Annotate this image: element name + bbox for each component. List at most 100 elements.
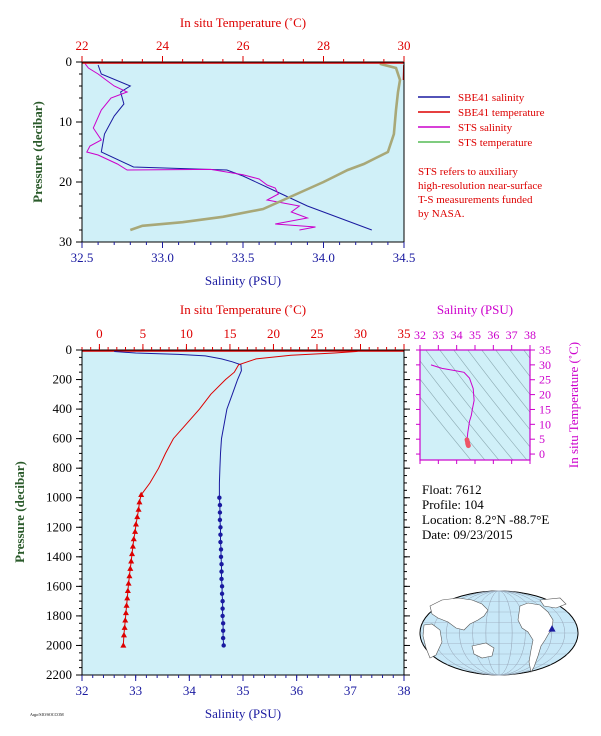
main-salinity-axis-label: Salinity (PSU) bbox=[205, 706, 281, 721]
top-temperature-tick-label: 28 bbox=[317, 38, 330, 53]
main-salinity-marker bbox=[219, 576, 224, 582]
top-pressure-tick-label: 10 bbox=[59, 114, 72, 129]
main-pressure-tick-label: 1600 bbox=[46, 578, 72, 593]
ts-profile-line bbox=[430, 364, 475, 438]
top-panel: 32.5 33.0 33.5 34.0 34.5 22 24 26 28 30 0 10 20 30 In… bbox=[30, 15, 415, 288]
ts-temperature-tick-label: 20 bbox=[539, 388, 551, 402]
main-temperature-marker bbox=[132, 521, 139, 527]
main-salinity-tick-label: 35 bbox=[237, 683, 250, 698]
main-salinity-marker bbox=[218, 532, 223, 537]
main-salinity-marker bbox=[217, 495, 222, 500]
float-location: Location: 8.2°N -88.7°E bbox=[422, 512, 549, 527]
main-plot-area bbox=[82, 350, 404, 675]
top-pressure-tick-label: 0 bbox=[66, 54, 73, 69]
main-temperature-axis-label: In situ Temperature (˚C) bbox=[180, 302, 306, 317]
main-salinity-marker bbox=[218, 554, 224, 560]
main-temperature-tick-label: 15 bbox=[223, 326, 236, 341]
ts-salinity-tick-label: 38 bbox=[524, 328, 536, 342]
main-salinity-marker bbox=[220, 613, 225, 619]
main-temperature-marker bbox=[138, 491, 145, 497]
ts-temperature-tick-label: 10 bbox=[539, 417, 551, 431]
main-temperature-tick-label: 25 bbox=[310, 326, 323, 341]
main-temperature-tick-label: 35 bbox=[398, 326, 411, 341]
main-pressure-tick-label: 600 bbox=[53, 431, 73, 446]
top-salinity-tick-label: 34.5 bbox=[393, 250, 416, 265]
main-salinity-marker bbox=[220, 598, 225, 604]
ts-temperature-tick-label: 0 bbox=[539, 447, 545, 461]
map-africa bbox=[422, 623, 443, 659]
ts-density-contour bbox=[467, 350, 530, 431]
main-temperature-marker bbox=[124, 587, 131, 593]
ts-density-contour bbox=[420, 396, 472, 460]
main-pressure-tick-label: 0 bbox=[66, 342, 73, 357]
main-pressure-tick-label: 200 bbox=[53, 372, 73, 387]
main-pressure-tick-label: 1800 bbox=[46, 608, 72, 623]
float-id: Float: 7612 bbox=[422, 482, 482, 497]
top-pressure-tick-label: 20 bbox=[59, 174, 72, 189]
main-salinity-marker bbox=[218, 547, 224, 552]
top-salinity-axis-label: Salinity (PSU) bbox=[205, 273, 281, 288]
main-temperature-marker bbox=[132, 528, 139, 534]
main-temperature-marker bbox=[122, 617, 129, 623]
sts-note-line-4: by NASA. bbox=[418, 208, 465, 220]
main-salinity-marker bbox=[217, 502, 223, 508]
ts-density-contour bbox=[523, 350, 530, 359]
main-temperature-marker bbox=[127, 565, 134, 571]
top-salinity-tick-label: 34.0 bbox=[312, 250, 335, 265]
legend-label-sts-salinity: STS salinity bbox=[458, 122, 513, 134]
main-salinity-marker bbox=[218, 539, 223, 545]
top-salinity-tick-label: 33.5 bbox=[232, 250, 255, 265]
main-salinity-marker bbox=[221, 643, 226, 648]
ts-salinity-tick-label: 36 bbox=[487, 328, 499, 342]
sts-note-line-1: STS refers to auxiliary bbox=[418, 166, 518, 178]
ts-salinity-tick-label: 32 bbox=[414, 328, 426, 342]
main-temperature-marker bbox=[128, 558, 135, 564]
top-temperature-tick-label: 22 bbox=[76, 38, 89, 53]
top-temperature-axis-label: In situ Temperature (˚C) bbox=[180, 15, 306, 30]
main-salinity-tick-label: 36 bbox=[290, 683, 304, 698]
main-temperature-tick-label: 0 bbox=[96, 326, 103, 341]
ts-salinity-tick-label: 35 bbox=[469, 328, 481, 342]
main-pressure-tick-label: 2200 bbox=[46, 667, 72, 682]
ts-density-contour bbox=[481, 350, 530, 413]
main-salinity-tick-label: 32 bbox=[76, 683, 89, 698]
main-temperature-marker bbox=[122, 609, 129, 616]
main-salinity-marker bbox=[220, 621, 226, 626]
main-temperature-marker bbox=[135, 506, 142, 512]
ts-temperature-tick-label: 5 bbox=[539, 432, 545, 446]
main-pressure-tick-label: 1000 bbox=[46, 490, 72, 505]
main-salinity-tick-label: 33 bbox=[129, 683, 142, 698]
main-pressure-tick-label: 400 bbox=[53, 401, 73, 416]
main-temperature-marker bbox=[121, 624, 128, 630]
main-temperature-marker bbox=[129, 543, 136, 549]
map-land bbox=[422, 597, 567, 673]
top-temperature-tick-label: 24 bbox=[156, 38, 170, 53]
ts-density-contour bbox=[420, 378, 486, 460]
main-temperature-marker bbox=[129, 550, 136, 557]
main-pressure-tick-label: 2000 bbox=[46, 637, 72, 652]
float-info: Float: 7612 Profile: 104 Location: 8.2°N… bbox=[422, 482, 549, 542]
ts-density-contour bbox=[439, 350, 528, 460]
main-temperature-marker bbox=[124, 594, 131, 601]
legend-label-sbe41-temperature: SBE41 temperature bbox=[458, 107, 545, 119]
main-salinity-marker bbox=[217, 517, 223, 523]
ts-density-contour bbox=[425, 350, 514, 460]
main-salinity-tick-label: 37 bbox=[344, 683, 358, 698]
footer-credit: Argo/SIO/SOCCOM bbox=[30, 712, 64, 717]
top-series-sts-temperature bbox=[129, 62, 402, 232]
map-australia bbox=[471, 642, 495, 659]
ts-temperature-tick-label: 35 bbox=[539, 343, 551, 357]
top-salinity-tick-label: 33.0 bbox=[151, 250, 174, 265]
ts-temperature-tick-label: 30 bbox=[539, 358, 551, 372]
main-pressure-tick-label: 800 bbox=[53, 460, 73, 475]
ts-temperature-tick-label: 25 bbox=[539, 373, 551, 387]
main-temperature-marker bbox=[126, 572, 133, 579]
ts-salinity-tick-label: 33 bbox=[432, 328, 444, 342]
legend-label-sbe41-salinity: SBE41 salinity bbox=[458, 92, 525, 104]
legend: SBE41 salinity SBE41 temperature STS sal… bbox=[418, 92, 545, 220]
main-salinity-marker bbox=[220, 635, 226, 641]
main-pressure-axis-label: Pressure (decibar) bbox=[12, 461, 27, 563]
top-salinity-tick-label: 32.5 bbox=[71, 250, 94, 265]
main-salinity-tick-label: 38 bbox=[398, 683, 411, 698]
